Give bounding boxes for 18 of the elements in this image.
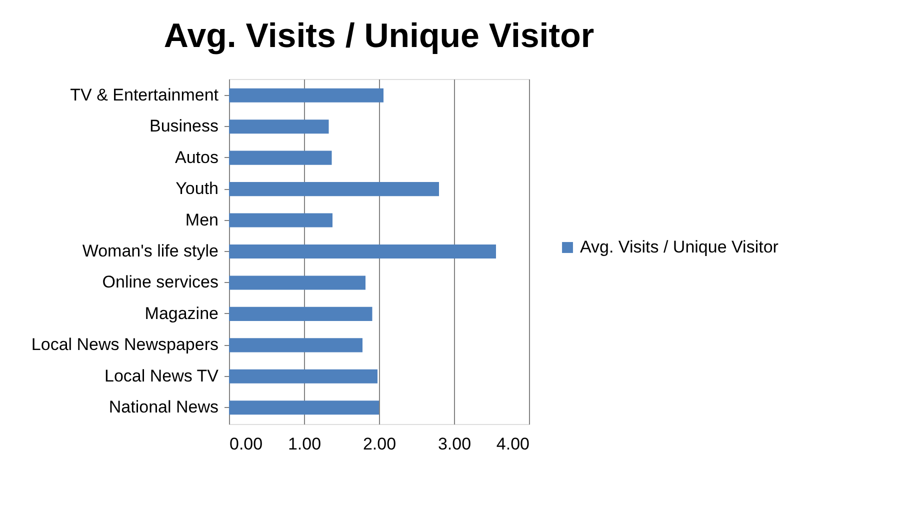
y-tick-label: Woman's life style	[82, 242, 218, 260]
y-tick-label: Youth	[176, 179, 218, 198]
x-tick-label: 0.00	[230, 434, 263, 454]
x-tick-label: 4.00	[496, 434, 530, 454]
y-tick-label: Business	[150, 116, 218, 136]
x-tick-label: 1.00	[288, 434, 322, 454]
chart-title: Avg. Visits / Unique Visitor	[164, 17, 594, 55]
y-tick-label: Autos	[175, 148, 218, 167]
x-tick-label: 2.00	[362, 434, 396, 454]
legend-label: Avg. Visits / Unique Visitor	[580, 238, 779, 256]
y-tick-label: Men	[185, 210, 218, 230]
y-tick-label: Magazine	[144, 304, 218, 323]
y-tick-label: National News	[108, 398, 218, 417]
y-tick-label: TV & Entertainment	[70, 85, 219, 104]
x-tick-label: 3.00	[438, 434, 472, 454]
y-tick-label: Local News Newspapers	[31, 335, 218, 354]
y-tick-label: Local News TV	[104, 366, 220, 386]
y-tick-label: Online services	[102, 272, 218, 292]
